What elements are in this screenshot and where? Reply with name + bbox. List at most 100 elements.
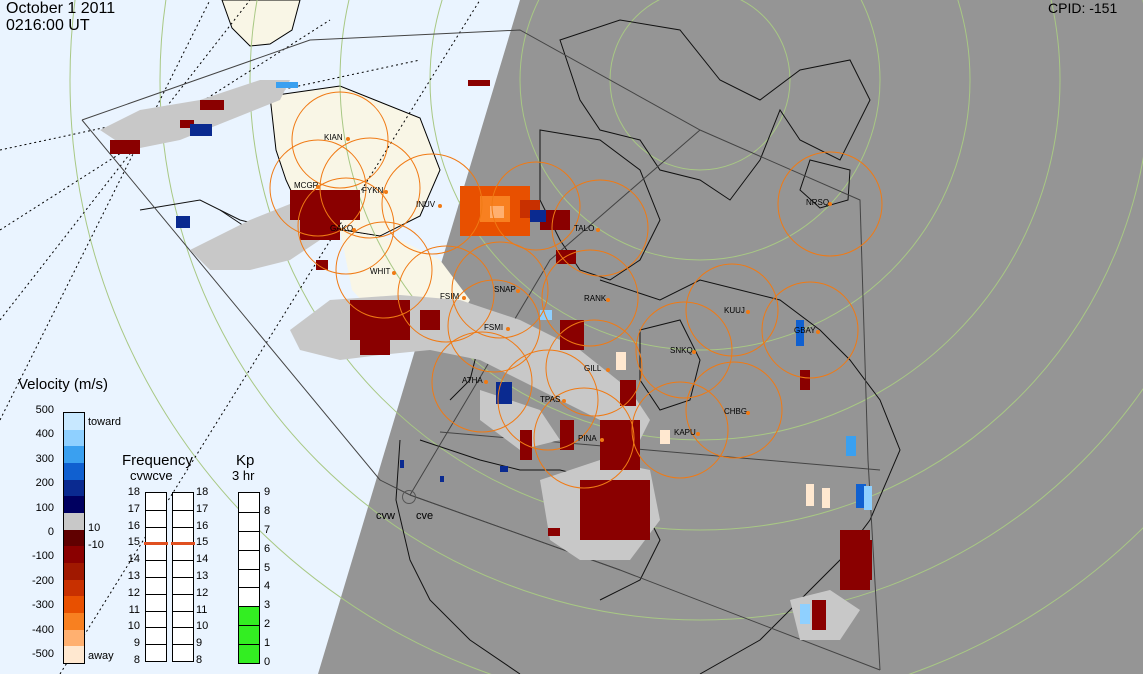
graticule	[69, 0, 1143, 679]
station-dot-chbg	[746, 411, 750, 415]
kp-gridline	[239, 511, 259, 513]
away-label: away	[88, 650, 114, 662]
frequency-tick-left: 17	[127, 502, 140, 515]
frequency-tick-right: 15	[196, 536, 209, 549]
frequency-box-cvw	[144, 492, 168, 662]
station-label-fsim: FSIM	[440, 292, 460, 301]
station-dot-fsim	[462, 296, 466, 300]
station-dot-gako	[352, 228, 356, 232]
frequency-tick-right: 8	[196, 654, 203, 666]
radar-site-marker	[402, 490, 416, 504]
station-label-nrsq: NRSQ	[806, 198, 830, 207]
kp-tick-label: 1	[264, 637, 271, 650]
kp-fill	[239, 606, 259, 663]
frequency-gridline	[173, 593, 193, 595]
station-dot-fykn	[384, 190, 388, 194]
frequency-marker-cvw	[144, 542, 168, 546]
station-dot-whit	[392, 271, 396, 275]
velocity-tick-label: 300	[35, 452, 54, 465]
kp-subtitle: 3 hr	[232, 468, 255, 483]
colorbar-segment	[64, 513, 84, 531]
velocity-tick-label: -500	[31, 648, 54, 660]
colorbar-segment	[64, 463, 84, 481]
frequency-tick-right: 10	[196, 620, 209, 633]
colorbar-segment	[64, 429, 84, 447]
kp-tick-label: 0	[264, 656, 271, 668]
station-label-gako: GAKO	[330, 224, 354, 233]
colorbar-segment	[64, 646, 84, 664]
kp-gridline	[239, 549, 259, 551]
frequency-tick-right: 11	[196, 603, 208, 616]
frequency-gridline	[146, 509, 166, 511]
velocity-colorbar	[63, 412, 85, 664]
kp-tick-label: 9	[264, 486, 271, 498]
station-label-kuuj: KUUJ	[724, 306, 745, 315]
station-dot-snkq	[692, 350, 696, 354]
frequency-gridline	[146, 577, 166, 578]
station-dot-gbay	[816, 330, 820, 334]
station-dot-mcgr	[316, 185, 320, 189]
backscatter-toward	[176, 82, 872, 624]
velocity-tick-label: -400	[31, 623, 54, 636]
frequency-tick-left: 15	[127, 536, 140, 549]
station-dot-inuv	[438, 204, 442, 208]
frequency-marker-cve	[171, 542, 195, 546]
frequency-gridline	[173, 509, 193, 511]
station-label-talo: TALO	[574, 224, 595, 233]
backscatter-away-low	[616, 352, 830, 508]
station-label-mcgr: MCGR	[294, 181, 319, 190]
velocity-tick-label: 400	[35, 428, 54, 441]
frequency-gridline	[173, 627, 193, 629]
station-dot-atha	[484, 380, 488, 384]
station-label-rank: RANK	[584, 294, 607, 303]
station-label-kian: KIAN	[324, 133, 343, 142]
kp-gridline	[239, 568, 259, 570]
velocity-tick-label: -100	[31, 550, 54, 563]
threshold-neg-label: -10	[88, 539, 104, 551]
station-dot-rank	[606, 298, 610, 302]
station-dot-tpas	[562, 399, 566, 403]
velocity-tick-label: -300	[31, 599, 54, 612]
station-label-tpas: TPAS	[540, 395, 561, 404]
frequency-gridline	[146, 593, 166, 595]
kp-gridline	[239, 606, 259, 608]
frequency-gridline	[173, 526, 193, 528]
frequency-tick-right: 12	[196, 586, 209, 599]
frequency-tick-left: 14	[127, 553, 140, 566]
station-label-whit: WHIT	[370, 267, 391, 276]
kp-tick-label: 2	[264, 618, 271, 631]
frequency-tick-left: 8	[133, 654, 140, 666]
frequency-tick-left: 10	[127, 620, 140, 633]
station-label-pina: PINA	[578, 434, 597, 443]
kp-tick-label: 4	[264, 580, 271, 593]
kp-title: Kp	[236, 452, 255, 469]
station-dot-kuuj	[746, 310, 750, 314]
kp-tick-label: 5	[264, 561, 271, 574]
station-dot-snap	[516, 289, 520, 293]
velocity-tick-label: 200	[35, 477, 54, 490]
frequency-gridline	[173, 577, 193, 578]
kp-tick-label: 3	[264, 599, 271, 612]
station-label-fykn: FYKN	[362, 186, 384, 195]
station-label-gill: GILL	[584, 364, 602, 373]
frequency-tick-right: 13	[196, 570, 209, 582]
kp-gridline	[239, 530, 259, 532]
frequency-tick-right: 17	[196, 502, 209, 515]
colorbar-segment	[64, 563, 84, 581]
date-label: October 1 2011	[6, 0, 116, 17]
time-label: 0216:00 UT	[6, 17, 90, 34]
toward-label: toward	[88, 416, 122, 428]
colorbar-segment	[64, 546, 84, 564]
colorbar-segment	[64, 629, 84, 647]
kp-tick-label: 8	[264, 504, 271, 517]
frequency-gridline	[173, 560, 193, 562]
kp-gridline	[239, 625, 259, 627]
station-dot-talo	[596, 228, 600, 232]
station-label-inuv: INUV	[416, 200, 436, 209]
frequency-box-cve	[171, 492, 195, 662]
colorbar-segment	[64, 529, 84, 547]
station-label-atha: ATHA	[462, 376, 483, 385]
frequency-gridline	[173, 610, 193, 612]
colorbar-segment	[64, 446, 84, 464]
